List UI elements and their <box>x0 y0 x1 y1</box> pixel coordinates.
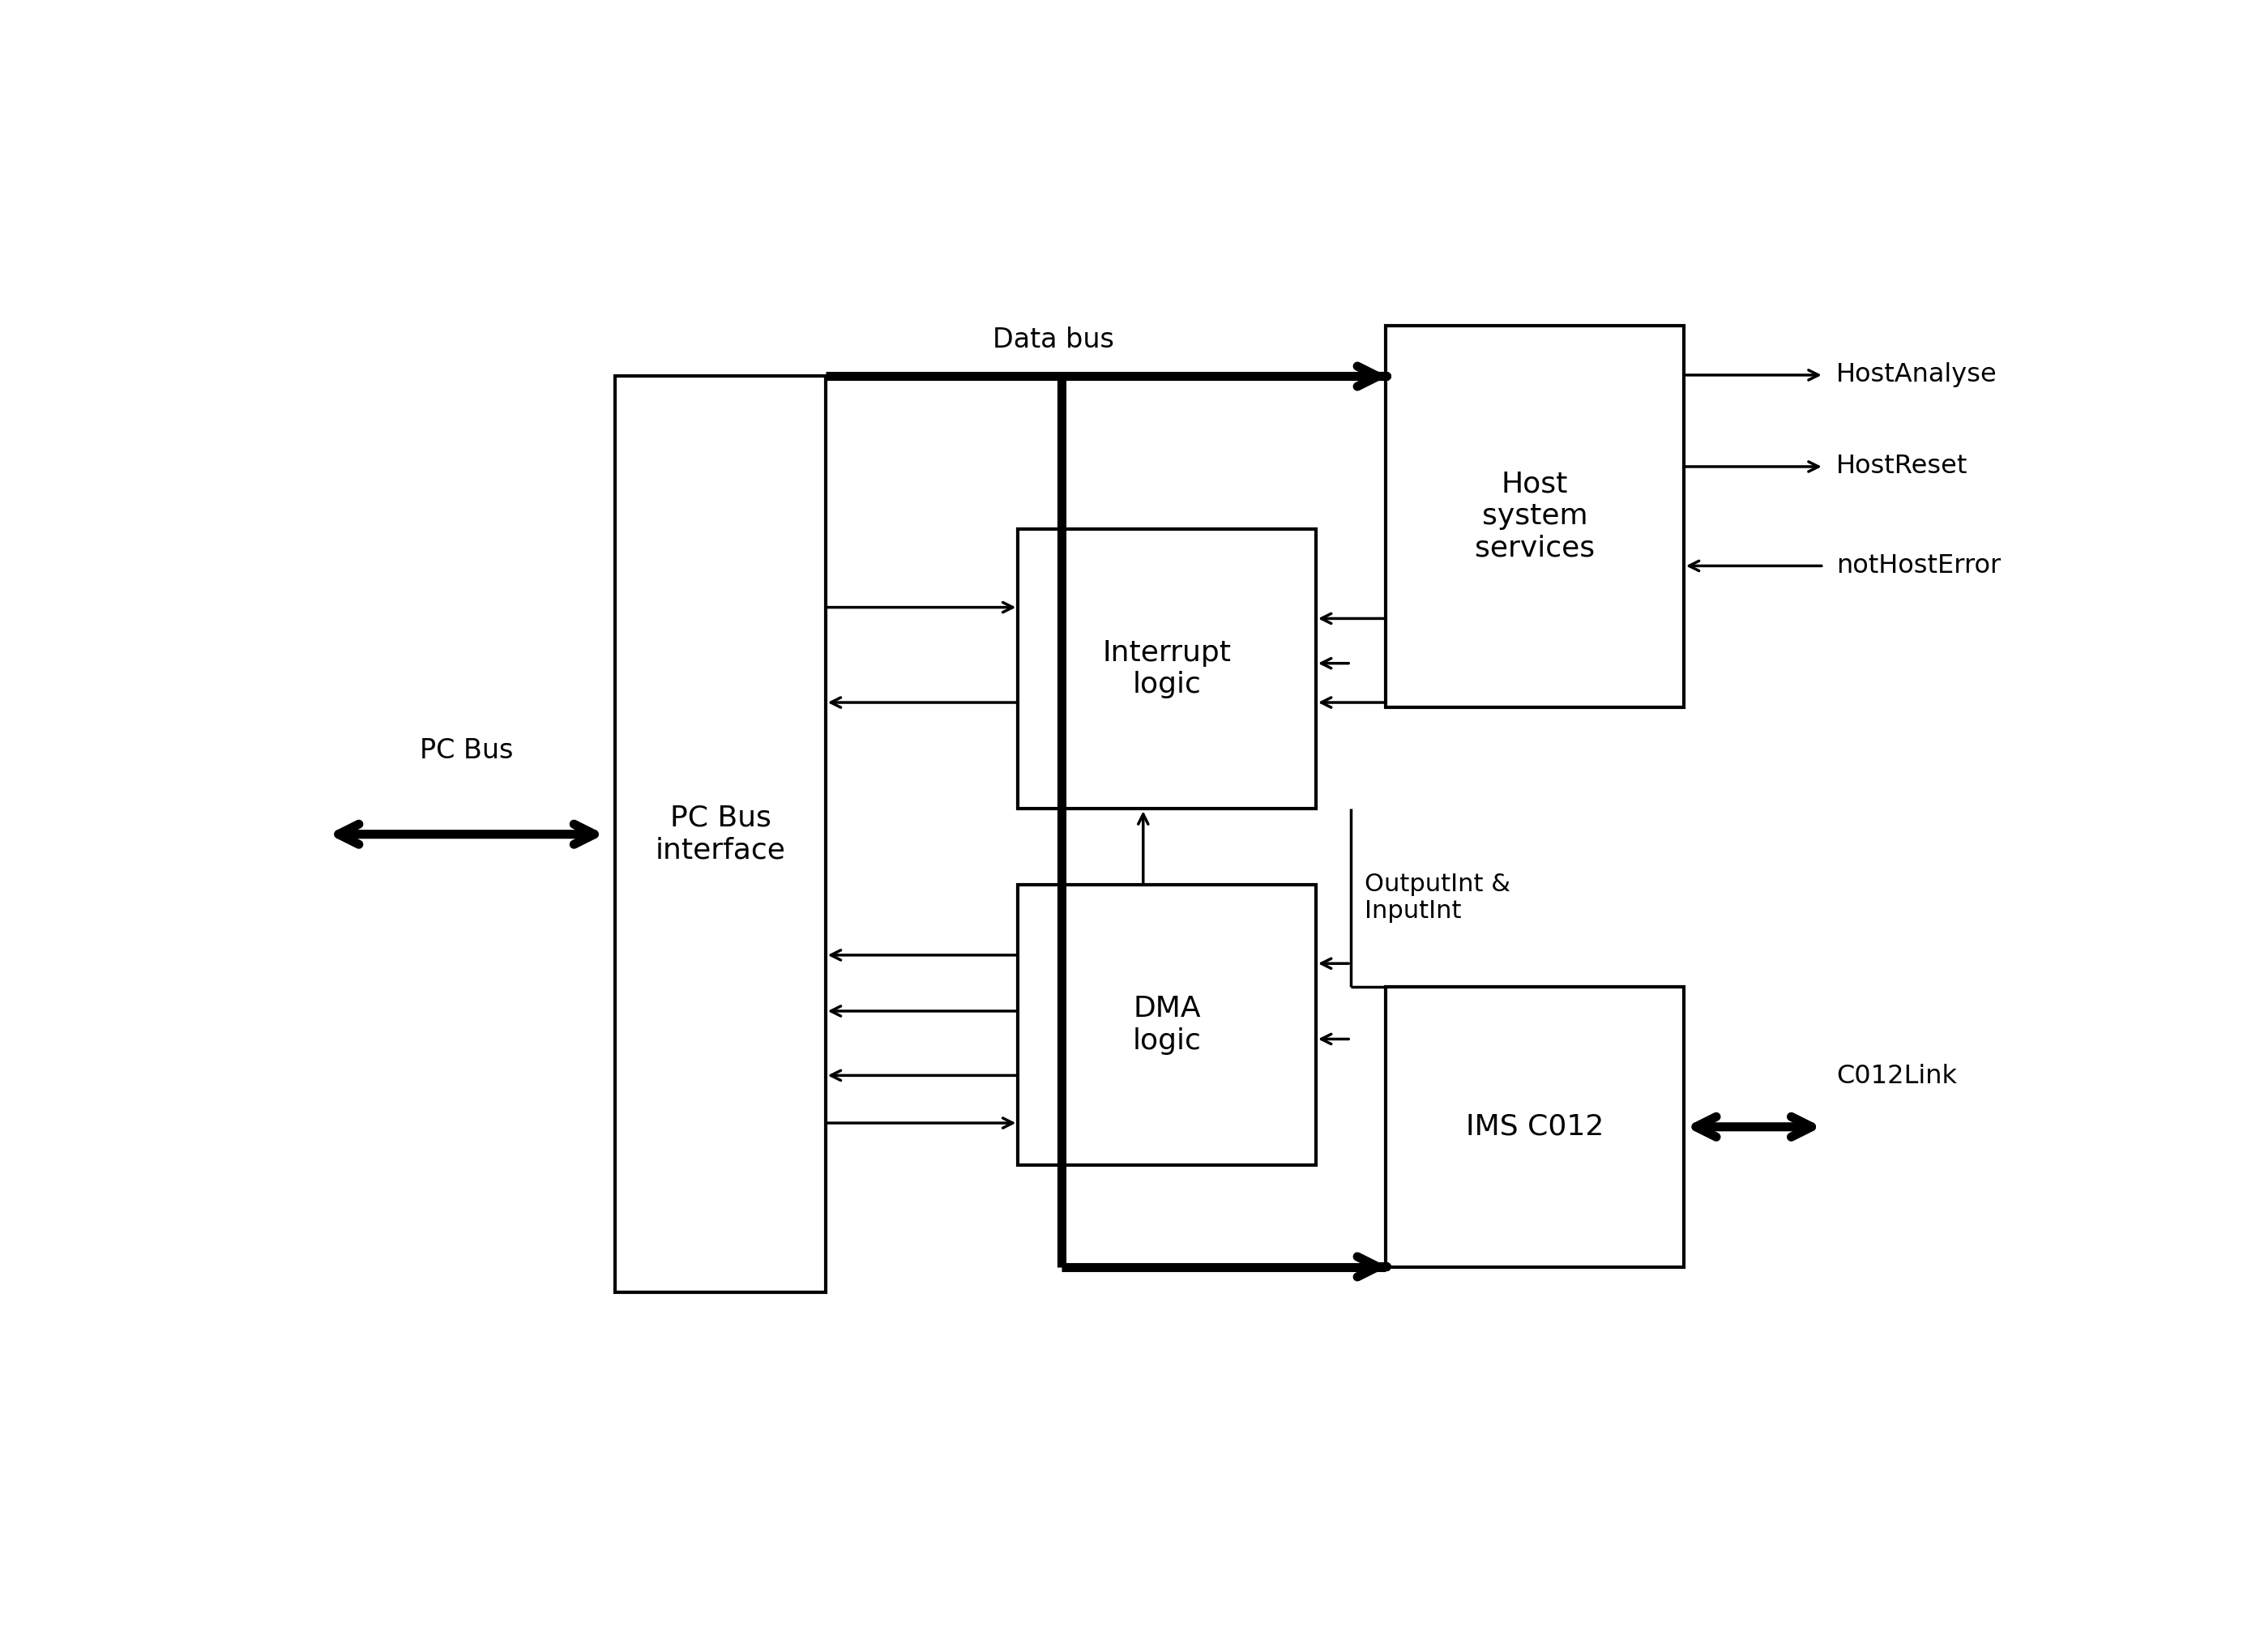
Text: PC Bus: PC Bus <box>420 737 513 765</box>
Bar <box>1385 325 1684 707</box>
Bar <box>1385 986 1684 1267</box>
Text: Host
system
services: Host system services <box>1476 471 1596 562</box>
Text: C012Link: C012Link <box>1835 1064 1957 1089</box>
Bar <box>615 377 825 1292</box>
Text: Interrupt
logic: Interrupt logic <box>1103 639 1232 699</box>
Text: OutputInt &
InputInt: OutputInt & InputInt <box>1365 872 1510 923</box>
Text: Data bus: Data bus <box>992 327 1114 354</box>
Text: IMS C012: IMS C012 <box>1467 1113 1605 1140</box>
Text: HostReset: HostReset <box>1835 454 1968 479</box>
Text: notHostError: notHostError <box>1835 553 2000 578</box>
Text: DMA
logic: DMA logic <box>1132 996 1202 1054</box>
Bar <box>1019 885 1315 1165</box>
Text: PC Bus
interface: PC Bus interface <box>655 805 786 864</box>
Bar <box>1019 529 1315 809</box>
Text: HostAnalyse: HostAnalyse <box>1835 362 1998 388</box>
